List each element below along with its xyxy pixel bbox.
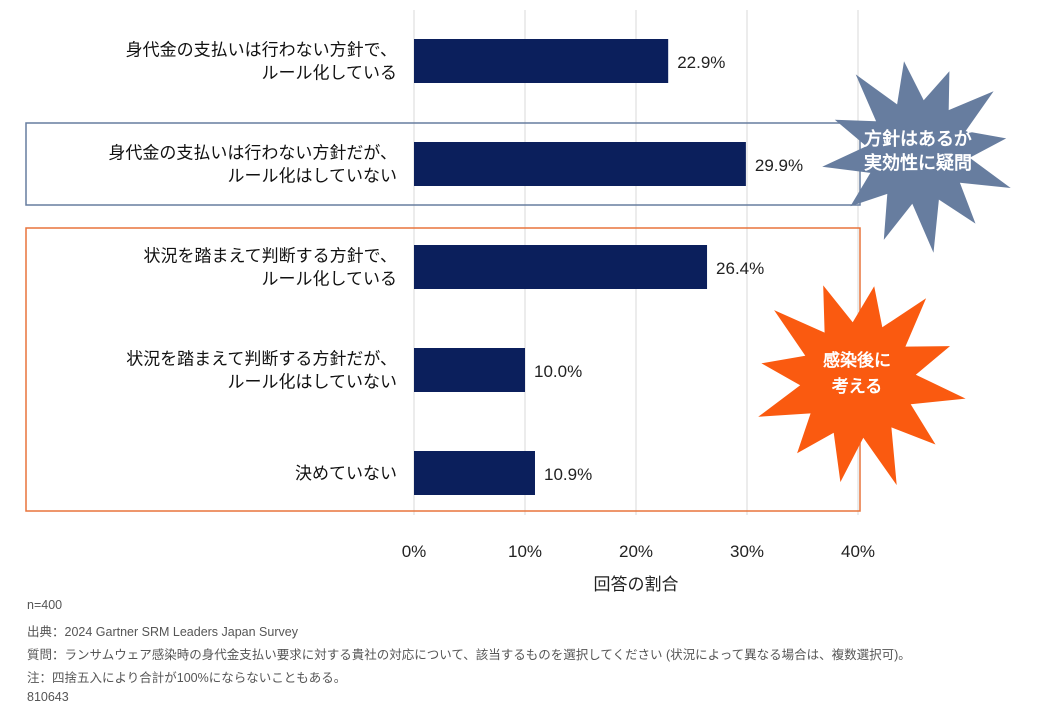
bar bbox=[414, 245, 708, 289]
category-label: ルール化している bbox=[262, 64, 398, 83]
x-tick-label: 0% bbox=[402, 542, 427, 561]
category-label: ルール化はしていない bbox=[228, 167, 398, 186]
category-label: ルール化はしていない bbox=[228, 373, 398, 392]
annotation-text: 実効性に疑問 bbox=[864, 152, 972, 173]
footer-id: 810643 bbox=[27, 690, 69, 704]
annotation-text: 考える bbox=[831, 376, 883, 396]
bar bbox=[414, 142, 746, 186]
starburst-blue bbox=[822, 61, 1011, 253]
category-label: 状況を踏まえて判断する方針で、 bbox=[144, 247, 397, 266]
footer-question: 質問：ランサムウェア感染時の身代金支払い要求に対する貴社の対応について、該当する… bbox=[27, 648, 911, 662]
data-label: 29.9% bbox=[755, 156, 803, 175]
bar-chart: 0% 10% 20% 30% 40% 回答の割合 22.9% 身代金の支払いは行わない方針で、… bbox=[25, 10, 1011, 594]
data-label: 22.9% bbox=[677, 53, 725, 72]
annotation-text: 感染後に bbox=[823, 350, 891, 370]
x-axis-title: 回答の割合 bbox=[594, 575, 679, 594]
footer-sample-size: n=400 bbox=[27, 598, 63, 612]
footer-note: 注：四捨五入により合計が100%にならないこともある。 bbox=[27, 671, 347, 685]
data-label: 26.4% bbox=[716, 259, 764, 278]
bar bbox=[414, 451, 535, 495]
data-label: 10.9% bbox=[544, 465, 592, 484]
footer-source: 出典：2024 Gartner SRM Leaders Japan Survey bbox=[27, 625, 298, 639]
x-tick-label: 10% bbox=[508, 542, 542, 561]
bar bbox=[414, 348, 525, 392]
category-label: 身代金の支払いは行わない方針だが、 bbox=[108, 144, 397, 163]
category-label: 身代金の支払いは行わない方針で、 bbox=[126, 41, 397, 60]
starburst-orange bbox=[758, 285, 966, 486]
category-label: 状況を踏まえて判断する方針だが、 bbox=[126, 350, 397, 369]
bar bbox=[414, 39, 669, 83]
x-tick-label: 30% bbox=[730, 542, 764, 561]
x-tick-label: 20% bbox=[619, 542, 653, 561]
category-label: ルール化している bbox=[262, 270, 398, 289]
x-tick-label: 40% bbox=[841, 542, 875, 561]
category-label: 決めていない bbox=[295, 464, 397, 483]
data-label: 10.0% bbox=[534, 362, 582, 381]
annotation-text: 方針はあるが bbox=[864, 128, 972, 149]
